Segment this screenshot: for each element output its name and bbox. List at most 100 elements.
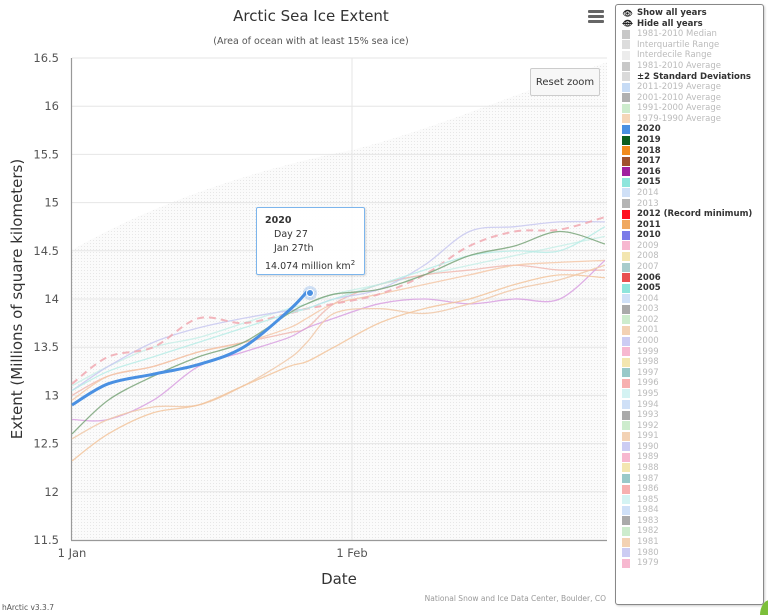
legend-item[interactable]: 2016 [622,167,759,178]
legend-label: 1985 [637,494,659,505]
legend-item[interactable]: 1993 [622,410,759,421]
legend-item[interactable]: 1981 [622,537,759,548]
legend-label: 2002 [637,314,659,325]
legend-item[interactable]: 1979-1990 Average [622,114,759,125]
legend-item[interactable]: 1997 [622,368,759,379]
y-tick-label: 12.5 [33,437,59,451]
legend-item[interactable]: 2015 [622,177,759,188]
hover-point[interactable] [306,289,314,297]
legend-item[interactable]: 2005 [622,283,759,294]
legend-item[interactable]: 1991 [622,431,759,442]
legend-swatch [622,50,630,60]
legend-item[interactable]: Interquartile Range [622,40,759,51]
tooltip-date: Jan 27th [274,243,314,254]
reset-zoom-button[interactable]: Reset zoom [530,68,600,96]
data-tooltip: 2020 Day 27 Jan 27th 14.074 million km2 [256,207,365,275]
legend-label: 1993 [637,410,659,421]
series-line-2012[interactable] [71,216,606,385]
y-tick-label: 13 [44,388,59,402]
legend-item[interactable]: 1994 [622,399,759,410]
legend-label: 1979-1990 Average [637,113,721,124]
legend-label: 1990 [637,441,659,452]
legend-item[interactable]: 2012 (Record minimum) [622,209,759,220]
legend-item[interactable]: 1999 [622,346,759,357]
legend-item[interactable]: 2017 [622,156,759,167]
legend-item[interactable]: 1998 [622,357,759,368]
legend-item[interactable]: 1981-2010 Median [622,29,759,40]
legend-item[interactable]: 2014 [622,188,759,199]
legend-swatch [622,421,630,431]
legend-item[interactable]: 2001 [622,325,759,336]
credit-text[interactable]: National Snow and Ice Data Center, Bould… [425,594,606,603]
legend-label: 2015 [637,177,661,188]
legend-swatch [622,431,630,441]
legend-item[interactable]: Interdecile Range [622,50,759,61]
legend-label: 1992 [637,420,659,431]
legend-item[interactable]: 2011 [622,219,759,230]
tooltip-year: 2020 [265,215,292,226]
show-all-years-button[interactable]: 👁 Show all years [622,8,707,19]
legend-item[interactable]: 2018 [622,145,759,156]
legend-item[interactable]: 2003 [622,304,759,315]
legend-item[interactable]: 2019 [622,135,759,146]
legend-item[interactable]: 2009 [622,241,759,252]
series-line-2020[interactable] [71,290,308,407]
legend-swatch [622,463,630,473]
legend-item[interactable]: 2004 [622,293,759,304]
legend-item[interactable]: 1983 [622,516,759,527]
legend-panel: 👁 Show all years 👁 Hide all years 1981-2… [615,4,764,605]
legend-swatch [622,336,630,346]
legend-label: 1996 [637,378,659,389]
legend-item[interactable]: 1982 [622,526,759,537]
legend-item[interactable]: 1986 [622,484,759,495]
series-line-2017[interactable] [71,264,606,440]
legend-label: 1986 [637,484,659,495]
legend-swatch [622,188,630,198]
legend-item[interactable]: 2010 [622,230,759,241]
legend-item[interactable]: 2001-2010 Average [622,92,759,103]
legend-item[interactable]: 2000 [622,336,759,347]
legend-item[interactable]: 1981-2010 Average [622,61,759,72]
legend-label: 1995 [637,388,659,399]
legend-label: 2011 [637,219,661,230]
legend-swatch [622,273,630,283]
legend-swatch [622,294,630,304]
legend-item[interactable]: 2006 [622,272,759,283]
legend-item[interactable]: 1990 [622,442,759,453]
legend-item[interactable]: 1979 [622,558,759,569]
legend-item[interactable]: 1992 [622,420,759,431]
legend-item[interactable]: 2008 [622,251,759,262]
legend-item[interactable]: 2011-2019 Average [622,82,759,93]
legend-label: 2005 [637,283,661,294]
series-line-2011[interactable] [71,259,605,401]
legend-item[interactable]: 1984 [622,505,759,516]
legend-item[interactable]: 1991-2000 Average [622,103,759,114]
legend-item[interactable]: 1995 [622,389,759,400]
legend-item[interactable]: 1996 [622,378,759,389]
legend-label: Interquartile Range [637,39,720,50]
legend-item[interactable]: 1988 [622,463,759,474]
hamburger-menu-icon[interactable] [588,10,604,24]
legend-swatch [622,72,630,82]
y-tick-label: 15 [44,196,59,210]
hide-all-years-button[interactable]: 👁 Hide all years [622,18,703,29]
series-line-2015[interactable] [71,226,606,392]
legend-item[interactable]: 2020 [622,124,759,135]
legend-swatch [622,29,630,39]
legend-item[interactable]: 1989 [622,452,759,463]
legend-item[interactable]: 1987 [622,473,759,484]
legend-item[interactable]: 2002 [622,315,759,326]
legend-swatch [622,40,630,50]
legend-item[interactable]: 2013 [622,198,759,209]
series-line-2018[interactable] [71,274,605,462]
legend-label: 2008 [637,251,659,262]
legend-item[interactable]: ±2 Standard Deviations [622,71,759,82]
legend-item[interactable]: 2007 [622,262,759,273]
legend-label: 2010 [637,230,661,241]
legend-item[interactable]: 1985 [622,494,759,505]
legend-item[interactable]: 1980 [622,547,759,558]
legend-label: 1981-2010 Average [637,61,721,72]
legend-label: 2020 [637,124,661,135]
legend-swatch [622,495,630,505]
series-line-2016[interactable] [71,259,606,422]
